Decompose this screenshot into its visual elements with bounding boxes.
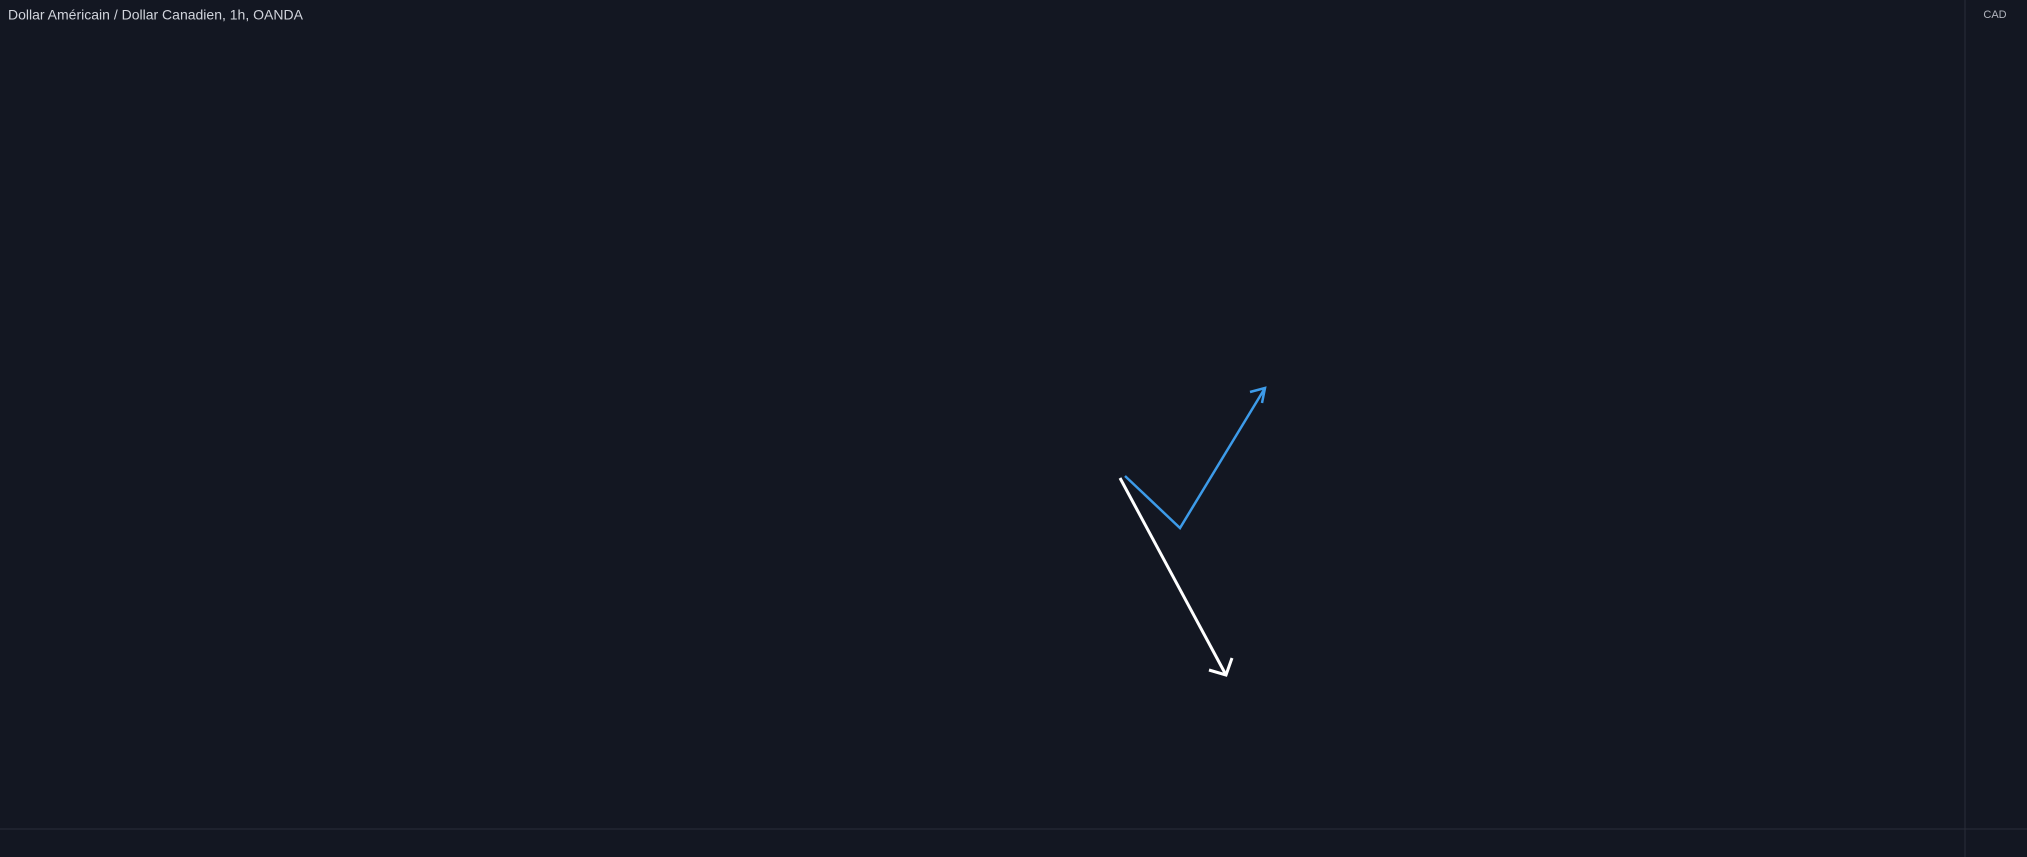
white-arrowhead [1208,657,1234,677]
white-arrow [1118,477,1228,676]
blue-arrowhead [1249,386,1267,404]
blue-path-arrow [1124,387,1267,530]
drawings [1118,386,1267,677]
currency-label: CAD [1983,9,2006,21]
chart-title: Dollar Américain / Dollar Canadien, 1h, … [8,7,304,23]
